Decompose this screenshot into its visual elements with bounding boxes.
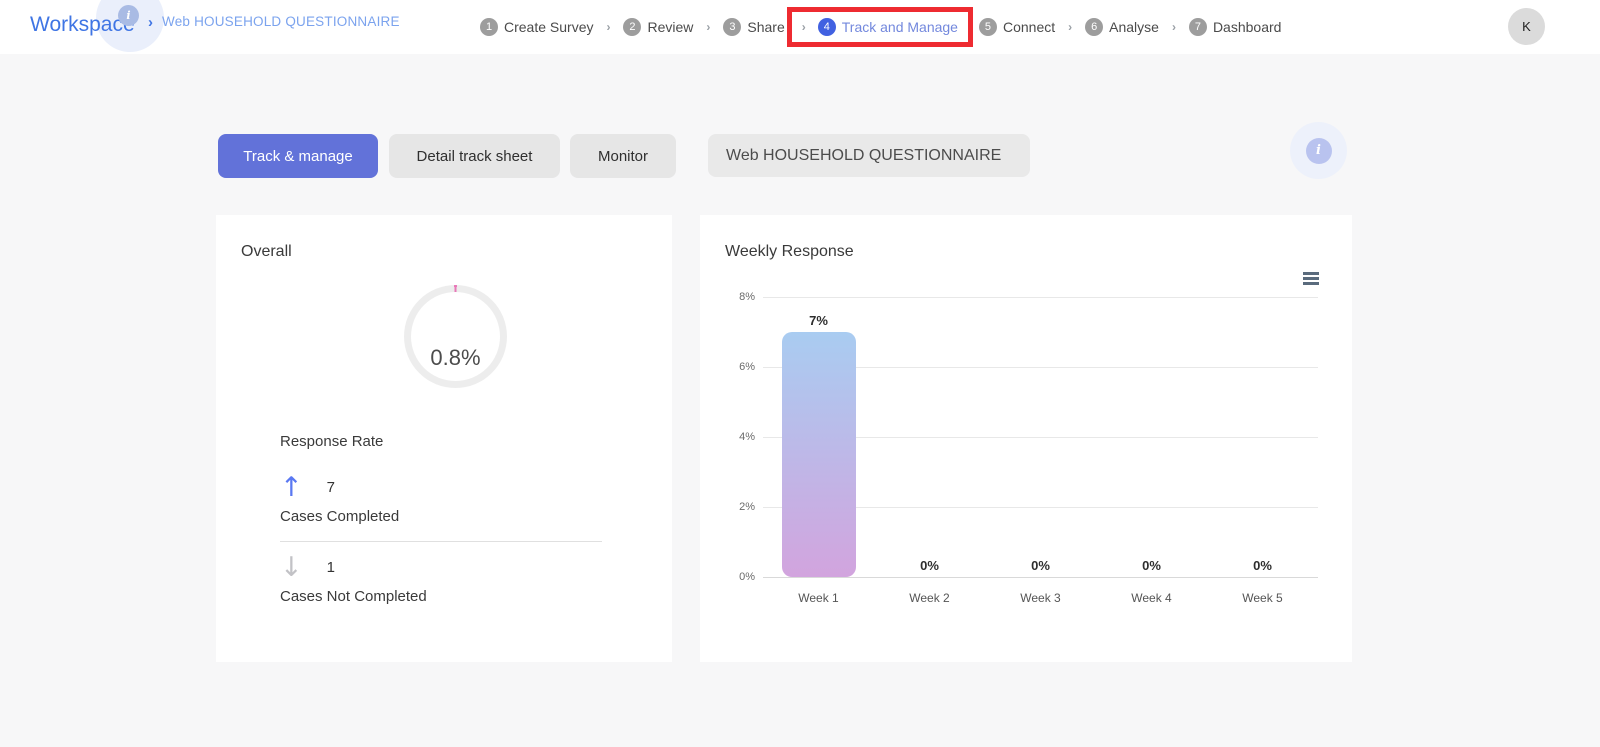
bar-data-label: 7% — [809, 313, 828, 328]
donut-hole — [411, 292, 500, 381]
cases-completed-row: ↑ 7 — [280, 472, 602, 502]
y-axis-tick-label: 6% — [739, 361, 755, 373]
step-number: 4 — [817, 18, 836, 36]
cases-completed-value: 7 — [326, 478, 335, 496]
step-dashboard[interactable]: 7 Dashboard — [1188, 18, 1282, 36]
bar-slot: 0% — [874, 297, 985, 577]
info-icon: i — [1305, 137, 1332, 164]
cases-not-completed-row: ↓ 1 — [280, 552, 602, 582]
y-axis-tick-label: 4% — [739, 431, 755, 443]
bar-data-label: 0% — [1031, 558, 1050, 573]
overall-card-title: Overall — [241, 243, 292, 260]
stats-divider — [280, 541, 602, 542]
gridline — [763, 507, 1318, 508]
survey-name-field[interactable]: Web HOUSEHOLD QUESTIONNAIRE — [708, 134, 1030, 177]
step-number: 2 — [623, 18, 642, 36]
bar-data-label: 0% — [1253, 558, 1272, 573]
step-number: 3 — [723, 18, 742, 36]
x-axis-tick-label: Week 1 — [798, 591, 839, 605]
step-label: Connect — [1002, 19, 1056, 35]
step-number: 5 — [978, 18, 997, 36]
response-rate-stats: Response Rate ↑ 7 Cases Completed ↓ 1 Ca… — [280, 433, 602, 605]
breadcrumb-chevron-icon: › — [148, 14, 153, 31]
step-review[interactable]: 2 Review — [623, 18, 693, 36]
page-info-button[interactable]: i — [1290, 122, 1347, 179]
bar-data-label: 0% — [1142, 558, 1161, 573]
info-icon[interactable]: i — [118, 5, 139, 26]
gridline — [763, 297, 1318, 298]
bar-slot: 0% — [1096, 297, 1207, 577]
tab-monitor[interactable]: Monitor — [570, 134, 676, 178]
x-axis-tick-label: Week 5 — [1242, 591, 1283, 605]
step-analyse[interactable]: 6 Analyse — [1085, 18, 1159, 36]
gridline — [763, 577, 1318, 578]
y-axis-tick-label: 8% — [739, 291, 755, 303]
bar-slot: 0% — [985, 297, 1096, 577]
step-chevron-icon: › — [1171, 20, 1176, 34]
response-rate-value: 0.8% — [430, 344, 481, 370]
step-chevron-icon: › — [801, 20, 806, 34]
step-number: 6 — [1085, 18, 1104, 36]
tab-track-manage[interactable]: Track & manage — [218, 134, 378, 178]
weekly-card-title: Weekly Response — [725, 243, 854, 260]
bar-week-1 — [781, 332, 856, 577]
step-track-and-manage[interactable]: 4 Track and Manage — [817, 18, 958, 36]
step-label: Create Survey — [504, 19, 594, 35]
step-connect[interactable]: 5 Connect — [978, 18, 1056, 36]
step-chevron-icon: › — [606, 20, 611, 34]
response-rate-label: Response Rate — [280, 433, 384, 450]
step-label: Dashboard — [1212, 19, 1282, 35]
step-number: 1 — [480, 18, 498, 36]
step-chevron-icon: › — [1068, 20, 1073, 34]
gridline — [763, 367, 1318, 368]
bar-data-label: 0% — [920, 558, 939, 573]
step-label: Track and Manage — [841, 19, 958, 35]
chart-plot-area: 7% 0% 0% 0% 0% — [763, 297, 1318, 578]
avatar[interactable]: K — [1508, 8, 1545, 45]
bar-slot: 0% — [1207, 297, 1318, 577]
y-axis-tick-label: 2% — [739, 501, 755, 513]
weekly-response-card: Weekly Response 0% 2% 4% 6% 8% 7% 0% 0% 0% 0% We… — [700, 215, 1352, 662]
breadcrumb-survey-name[interactable]: Web HOUSEHOLD QUESTIONNAIRE — [162, 14, 400, 29]
cases-not-completed-label: Cases Not Completed — [280, 588, 427, 605]
steps-nav: 1 Create Survey › 2 Review › 3 Share › 4 Track and… — [480, 0, 1281, 54]
top-header: Workspace i › Web HOUSEHOLD QUESTIONNAIR… — [0, 0, 1600, 54]
x-axis-tick-label: Week 4 — [1131, 591, 1172, 605]
step-label: Share — [747, 19, 785, 35]
cases-completed-label: Cases Completed — [280, 508, 400, 525]
workspace-link[interactable]: Workspace — [30, 13, 135, 36]
gridline — [763, 437, 1318, 438]
x-axis-tick-label: Week 3 — [1020, 591, 1061, 605]
step-share[interactable]: 3 Share — [723, 18, 785, 36]
step-chevron-icon: › — [706, 20, 711, 34]
down-arrow-icon: ↓ — [280, 551, 303, 583]
step-label: Review — [647, 19, 694, 35]
y-axis-tick-label: 0% — [739, 571, 755, 583]
x-axis-tick-label: Week 2 — [909, 591, 950, 605]
bar-slot: 7% — [763, 297, 874, 577]
up-arrow-icon: ↑ — [280, 471, 303, 503]
chart-menu-icon[interactable] — [1303, 272, 1319, 285]
overall-card: Overall 0.8% Response Rate ↑ 7 Cases Com… — [216, 215, 672, 662]
tab-detail-track-sheet[interactable]: Detail track sheet — [389, 134, 560, 178]
cases-not-completed-value: 1 — [326, 558, 335, 576]
response-rate-donut: 0.8% — [404, 285, 507, 388]
step-create-survey[interactable]: 1 Create Survey — [480, 18, 593, 36]
step-label: Analyse — [1109, 19, 1159, 35]
annotation-highlight-box: › 4 Track and Manage — [786, 7, 973, 47]
step-number: 7 — [1188, 18, 1207, 36]
